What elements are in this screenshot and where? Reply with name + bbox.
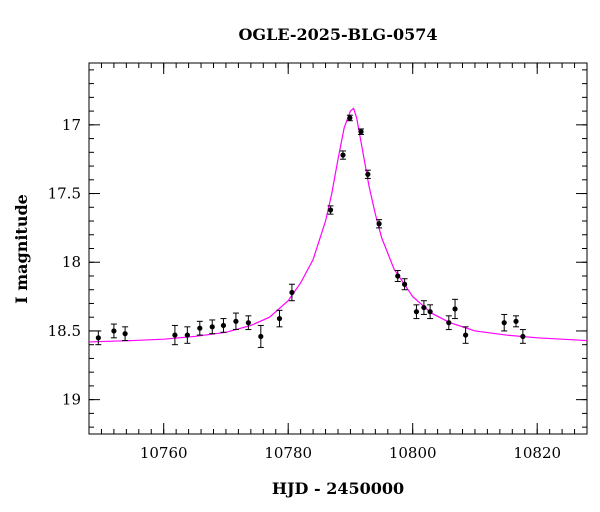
x-tick-label: 10800: [389, 444, 437, 462]
point-marker: [347, 115, 353, 121]
point-marker: [276, 315, 283, 322]
point-marker: [376, 221, 382, 227]
point-marker: [327, 207, 334, 213]
point-marker: [245, 320, 251, 326]
data-point: [401, 278, 408, 291]
data-point: [501, 313, 508, 332]
x-tick-label: 10780: [264, 444, 312, 462]
point-marker: [421, 304, 427, 311]
y-tick-label: 17.5: [48, 185, 81, 203]
data-point: [462, 326, 469, 344]
model-curve: [88, 107, 588, 343]
data-point: [358, 128, 365, 135]
data-point: [245, 315, 252, 331]
point-marker: [233, 318, 239, 324]
point-marker: [122, 331, 128, 337]
plot-frame: [88, 62, 588, 435]
point-marker: [427, 309, 433, 315]
point-marker: [209, 324, 215, 330]
data-point: [445, 315, 452, 331]
point-marker: [172, 332, 178, 338]
chart-title: OGLE-2025-BLG-0574: [238, 25, 437, 44]
data-point: [232, 312, 239, 331]
x-tick-labels: 10760 10780 10800 10820: [140, 444, 561, 462]
point-marker: [520, 333, 526, 340]
point-marker: [463, 332, 469, 338]
data-point: [513, 315, 520, 328]
x-axis-label: HJD - 2450000: [272, 479, 404, 498]
point-marker: [197, 325, 203, 331]
data-point: [171, 324, 178, 346]
data-points: [95, 114, 526, 348]
data-point: [327, 205, 334, 215]
data-point: [376, 219, 383, 229]
data-point: [394, 269, 401, 282]
y-tick-labels: 17 17.5 18 18.5 19: [48, 116, 81, 409]
data-point: [184, 326, 191, 344]
data-point: [427, 304, 434, 320]
y-tick-label: 17: [62, 116, 81, 134]
point-marker: [358, 129, 364, 135]
data-point: [364, 169, 371, 179]
data-point: [220, 318, 227, 333]
x-tick-label: 10820: [513, 444, 561, 462]
y-tick-label: 19: [62, 391, 81, 409]
data-point: [110, 323, 117, 339]
data-point: [196, 320, 203, 336]
data-point: [339, 150, 346, 160]
y-axis-label: I magnitude: [12, 194, 31, 304]
point-marker: [258, 333, 264, 340]
y-tick-label: 18.5: [48, 322, 81, 340]
data-point: [276, 309, 283, 328]
point-marker: [95, 335, 101, 341]
point-marker: [111, 328, 117, 334]
point-marker: [413, 309, 420, 315]
point-marker: [184, 332, 190, 338]
point-marker: [365, 171, 371, 177]
x-tick-label: 10760: [140, 444, 188, 462]
y-tick-label: 18: [62, 253, 81, 271]
data-point: [519, 329, 526, 344]
point-marker: [340, 152, 346, 158]
axis-ticks: [88, 63, 588, 434]
data-point: [209, 319, 216, 335]
point-marker: [452, 306, 458, 312]
data-point: [346, 114, 353, 122]
data-point: [420, 300, 427, 315]
data-point: [122, 326, 129, 342]
point-marker: [501, 320, 507, 326]
data-point: [452, 298, 459, 320]
data-point: [95, 330, 102, 346]
point-marker: [513, 318, 519, 324]
data-point: [413, 304, 420, 320]
point-marker: [220, 322, 227, 329]
point-marker: [395, 273, 401, 279]
point-marker: [402, 281, 408, 287]
data-point: [257, 324, 264, 348]
data-point: [288, 283, 295, 302]
point-marker: [289, 289, 295, 296]
point-marker: [446, 320, 452, 326]
